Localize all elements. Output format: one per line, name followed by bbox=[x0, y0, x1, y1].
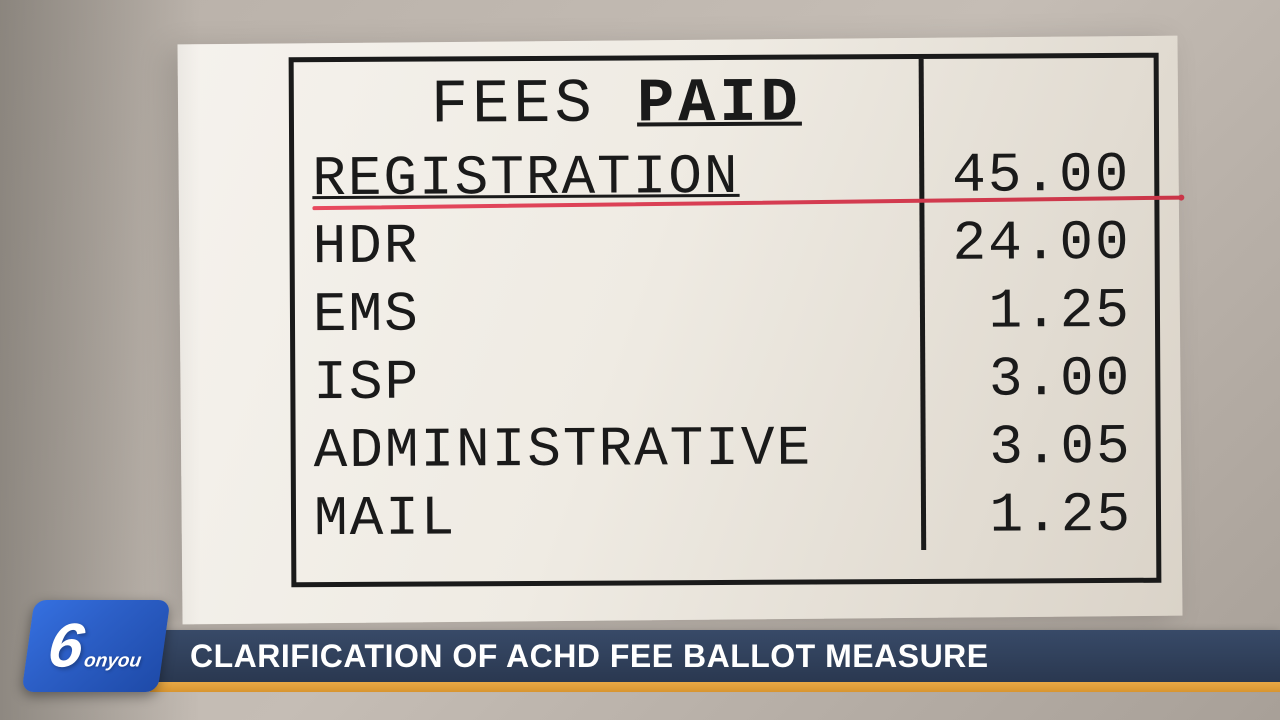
logo-tagline: onyou bbox=[83, 651, 143, 673]
fee-row-administrative: ADMINISTRATIVE 3.05 bbox=[296, 413, 1156, 486]
fee-row-registration: REGISTRATION 45.00 bbox=[294, 141, 1154, 214]
fees-title-cell: FEES PAID bbox=[294, 59, 924, 145]
fee-value: 1.25 bbox=[989, 483, 1132, 548]
logo-background: 6 onyou bbox=[22, 600, 171, 692]
fees-table-header: FEES PAID bbox=[294, 58, 1154, 146]
fee-label: HDR bbox=[312, 215, 419, 280]
fee-row-ems: EMS 1.25 bbox=[295, 277, 1155, 350]
headline-bar: CLARIFICATION OF ACHD FEE BALLOT MEASURE bbox=[150, 630, 1280, 682]
fee-row-isp: ISP 3.00 bbox=[295, 345, 1155, 418]
fees-title: FEES PAID bbox=[431, 68, 802, 141]
fee-value: 1.25 bbox=[988, 279, 1131, 344]
station-logo: 6 onyou bbox=[28, 600, 164, 692]
fee-row-hdr: HDR 24.00 bbox=[294, 209, 1154, 282]
fee-value: 24.00 bbox=[952, 211, 1130, 276]
fee-label-cell: EMS bbox=[295, 278, 925, 349]
fee-value-cell: 24.00 bbox=[924, 209, 1154, 278]
fee-label-cell: ISP bbox=[295, 346, 925, 417]
fee-label-cell: ADMINISTRATIVE bbox=[296, 414, 926, 485]
fee-label: ADMINISTRATIVE bbox=[314, 417, 813, 484]
fee-value: 3.05 bbox=[989, 415, 1132, 480]
fees-title-paid: PAID bbox=[637, 68, 802, 140]
fees-header-empty bbox=[924, 58, 1154, 142]
fee-row-mail: MAIL 1.25 bbox=[296, 481, 1156, 554]
headline-text: CLARIFICATION OF ACHD FEE BALLOT MEASURE bbox=[190, 638, 989, 675]
broadcast-frame: FEES PAID REGISTRATION 45.00 bbox=[0, 0, 1280, 720]
fee-label-cell: MAIL bbox=[296, 482, 926, 553]
fees-table-container: FEES PAID REGISTRATION 45.00 bbox=[289, 53, 1162, 588]
fee-value-cell: 3.00 bbox=[925, 345, 1155, 414]
logo-text: 6 onyou bbox=[44, 611, 148, 682]
fee-value: 3.00 bbox=[989, 347, 1132, 412]
fee-label-cell: HDR bbox=[294, 210, 924, 281]
lower-third: 6 onyou CLARIFICATION OF ACHD FEE BALLOT… bbox=[0, 620, 1280, 692]
fees-table: FEES PAID REGISTRATION 45.00 bbox=[289, 53, 1162, 588]
fee-label: ISP bbox=[313, 351, 420, 416]
fee-label: MAIL bbox=[314, 486, 457, 551]
fee-value-cell: 3.05 bbox=[925, 413, 1155, 482]
fees-rows: REGISTRATION 45.00 HDR 24.00 bbox=[294, 141, 1156, 553]
fee-label: EMS bbox=[313, 283, 420, 348]
fee-value-cell: 1.25 bbox=[925, 277, 1155, 346]
accent-bar bbox=[150, 682, 1280, 692]
fee-value-cell: 1.25 bbox=[926, 481, 1156, 550]
fees-title-prefix: FEES bbox=[431, 69, 596, 141]
